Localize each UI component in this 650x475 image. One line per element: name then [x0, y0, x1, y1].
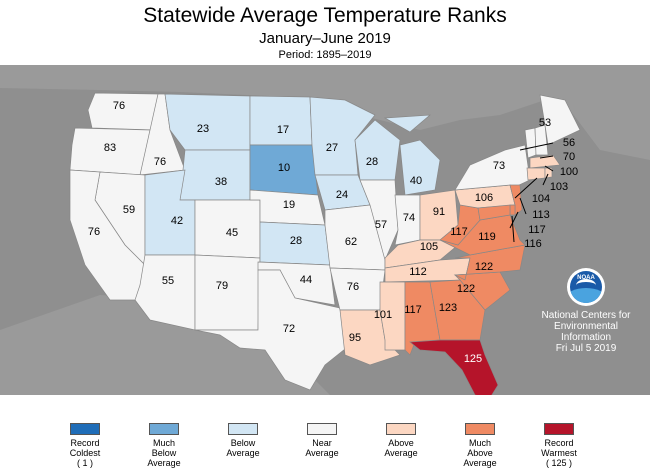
credit-org-line2: Environmental	[554, 321, 618, 332]
state-ma	[529, 154, 561, 169]
state-nd	[249, 95, 313, 146]
label-ky: 105	[420, 241, 438, 253]
map-period: Period: 1895–2019	[278, 49, 372, 61]
label-de: 117	[528, 224, 546, 236]
label-co: 45	[226, 227, 238, 239]
label-ca: 76	[88, 226, 100, 238]
label-va: 119	[478, 231, 496, 243]
legend-swatch	[149, 423, 179, 435]
label-or: 83	[104, 142, 116, 154]
legend-record-coldest: Record Coldest( 1 )	[50, 423, 120, 468]
label-me: 53	[539, 117, 551, 129]
label-sc: 122	[457, 283, 475, 295]
map-subtitle: January–June 2019	[259, 30, 391, 47]
label-pa: 106	[475, 192, 493, 204]
credit-org-line1: National Centers for	[541, 310, 631, 321]
label-nh: 56	[563, 137, 575, 149]
label-tn: 112	[409, 266, 427, 278]
state-de	[509, 204, 516, 216]
state-nh	[534, 124, 549, 156]
label-nj: 113	[532, 209, 550, 221]
legend-swatch	[386, 423, 416, 435]
label-ms: 101	[374, 309, 392, 321]
credit-block: NOAA National Centers for Environmental …	[526, 268, 646, 354]
state-ri	[544, 167, 553, 179]
label-id: 76	[154, 156, 166, 168]
label-nc: 122	[475, 261, 493, 273]
label-az: 55	[162, 275, 174, 287]
state-ct	[526, 167, 546, 181]
label-ar: 76	[347, 281, 359, 293]
label-ut: 42	[171, 215, 183, 227]
label-mi: 40	[410, 175, 422, 187]
legend-swatch	[544, 423, 574, 435]
label-mo: 62	[345, 236, 357, 248]
noaa-logo-icon: NOAA	[567, 268, 605, 306]
legend-below: Below Average	[208, 423, 278, 458]
label-ny: 73	[493, 160, 505, 172]
state-mi	[383, 114, 441, 196]
state-mt	[164, 93, 251, 151]
state-il	[359, 179, 399, 262]
us-map: 76 83 76 23 38 59 76 42 45 55 79 17 10 1…	[0, 65, 650, 395]
state-ga	[429, 279, 486, 341]
label-ks: 28	[290, 235, 302, 247]
label-la: 95	[349, 332, 361, 344]
state-wy	[179, 149, 251, 201]
label-nd: 17	[277, 124, 289, 136]
credit-org-line3: Information	[560, 332, 612, 343]
state-nm	[194, 254, 261, 331]
label-in: 74	[403, 212, 415, 224]
legend-much-above: Much Above Average	[445, 423, 515, 468]
state-md	[477, 204, 511, 221]
label-fl: 125	[464, 353, 482, 365]
label-wa: 76	[113, 100, 125, 112]
legend-above: Above Average	[366, 423, 436, 458]
legend-swatch	[465, 423, 495, 435]
label-wi: 28	[366, 156, 378, 168]
label-wy: 38	[215, 176, 227, 188]
label-mn: 27	[326, 142, 338, 154]
state-vt	[524, 127, 537, 159]
mexico-land	[0, 295, 330, 395]
credit-date: Fri Jul 5 2019	[555, 343, 617, 354]
label-ne: 19	[283, 199, 295, 211]
label-nv: 59	[123, 204, 135, 216]
label-ok: 44	[300, 274, 312, 286]
label-mt: 23	[197, 123, 209, 135]
legend-near: Near Average	[287, 423, 357, 458]
legend: Record Coldest( 1 ) Much Below Average Belo…	[0, 423, 650, 473]
legend-swatch	[228, 423, 258, 435]
canada-land	[0, 65, 650, 160]
label-ia: 24	[336, 189, 348, 201]
legend-record-warmest: Record Warmest( 125 )	[524, 423, 594, 468]
label-il: 57	[375, 219, 387, 231]
legend-swatch	[307, 423, 337, 435]
label-tx: 72	[283, 323, 295, 335]
label-md: 116	[524, 238, 542, 250]
state-nj	[509, 184, 523, 216]
label-vt: 70	[563, 151, 575, 163]
label-ct: 104	[532, 193, 550, 205]
leader-lines	[509, 142, 554, 243]
label-oh: 91	[433, 206, 445, 218]
state-mn	[309, 96, 376, 176]
label-nm: 79	[216, 280, 228, 292]
label-wv: 117	[450, 226, 468, 238]
state-wi	[354, 119, 401, 181]
label-ga: 123	[439, 302, 457, 314]
state-tx	[194, 269, 351, 391]
state-me	[539, 94, 581, 146]
legend-much-below: Much Below Average	[129, 423, 199, 468]
map-title: Statewide Average Temperature Ranks	[143, 4, 507, 27]
label-ri: 103	[550, 181, 568, 193]
label-al: 117	[404, 304, 422, 316]
label-ma: 100	[560, 166, 578, 178]
state-labels: 76 83 76 23 38 59 76 42 45 55 79 17 10 1…	[88, 100, 578, 365]
legend-swatch	[70, 423, 100, 435]
label-sd: 10	[278, 162, 290, 174]
state-fl	[409, 339, 499, 395]
